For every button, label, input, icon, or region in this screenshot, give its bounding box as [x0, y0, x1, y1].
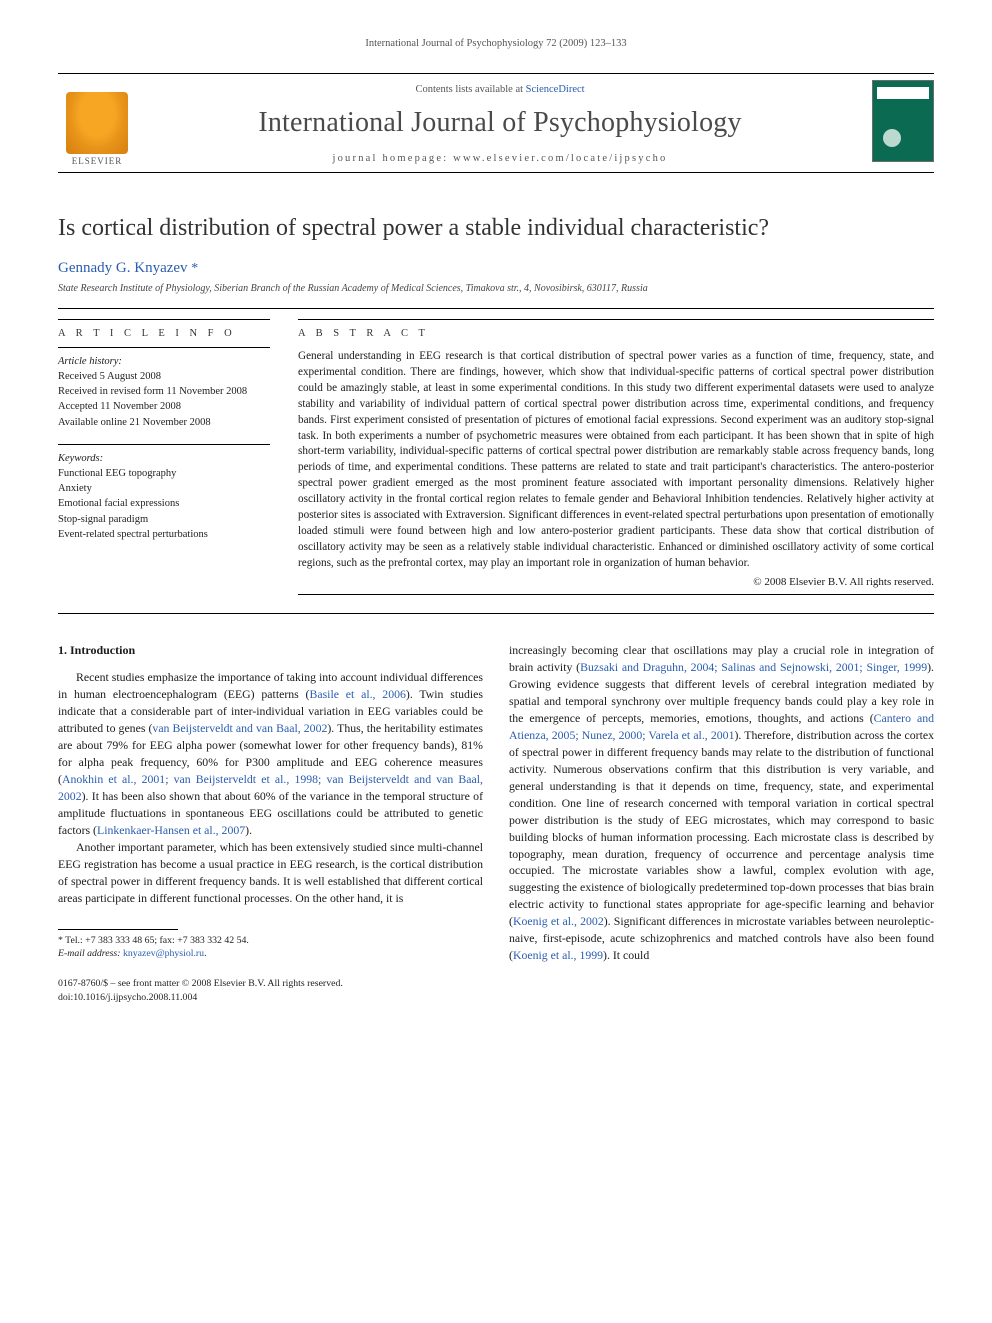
sciencedirect-link[interactable]: ScienceDirect	[526, 84, 585, 95]
email-label: E-mail address:	[58, 948, 123, 959]
keyword-item: Emotional facial expressions	[58, 496, 270, 511]
history-list: Received 5 August 2008 Received in revis…	[58, 369, 270, 430]
rule	[58, 308, 934, 309]
rule	[58, 347, 270, 348]
elsevier-label: ELSEVIER	[72, 156, 123, 166]
email-line: E-mail address: knyazev@physiol.ru.	[58, 947, 483, 961]
tel-label: * Tel.:	[58, 935, 85, 946]
body-paragraph: Another important parameter, which has b…	[58, 839, 483, 907]
article-history-block: Article history: Received 5 August 2008 …	[58, 356, 270, 430]
corresponding-contact: * Tel.: +7 383 333 48 65; fax: +7 383 33…	[58, 934, 483, 948]
homepage-prefix: journal homepage:	[332, 153, 453, 164]
tel-value: +7 383 333 48 65; fax: +7 383 332 42 54.	[85, 935, 249, 946]
history-item: Received in revised form 11 November 200…	[58, 384, 270, 399]
affiliation: State Research Institute of Physiology, …	[58, 283, 934, 294]
footnote-rule	[58, 929, 178, 930]
footnotes: * Tel.: +7 383 333 48 65; fax: +7 383 33…	[58, 934, 483, 961]
keywords-list: Functional EEG topography Anxiety Emotio…	[58, 466, 270, 542]
homepage-url: www.elsevier.com/locate/ijpsycho	[453, 153, 667, 164]
contents-prefix: Contents lists available at	[415, 84, 525, 95]
history-item: Available online 21 November 2008	[58, 415, 270, 430]
author-link[interactable]: Gennady G. Knyazev	[58, 260, 188, 276]
article-info-column: A R T I C L E I N F O Article history: R…	[58, 319, 270, 603]
keyword-item: Anxiety	[58, 481, 270, 496]
citation-link[interactable]: Cantero and Atienza, 2005; Nunez, 2000; …	[509, 711, 934, 742]
journal-page: International Journal of Psychophysiolog…	[0, 0, 992, 1053]
history-label: Article history:	[58, 356, 270, 367]
article-title: Is cortical distribution of spectral pow…	[58, 215, 934, 242]
rule	[58, 613, 934, 614]
journal-name: International Journal of Psychophysiolog…	[136, 107, 864, 139]
keyword-item: Functional EEG topography	[58, 466, 270, 481]
keyword-item: Event-related spectral perturbations	[58, 527, 270, 542]
section-heading: 1. Introduction	[58, 642, 483, 659]
citation-link[interactable]: Anokhin et al., 2001; van Beijsterveldt …	[58, 772, 483, 803]
citation-link[interactable]: Koenig et al., 2002	[513, 914, 604, 928]
citation-link[interactable]: Buzsaki and Draguhn, 2004; Salinas and S…	[580, 660, 927, 674]
corresponding-marker: *	[191, 261, 198, 276]
citation-link[interactable]: van Beijsterveldt and van Baal, 2002	[152, 721, 327, 735]
contents-line: Contents lists available at ScienceDirec…	[136, 84, 864, 95]
citation-link[interactable]: Koenig et al., 1999	[513, 948, 603, 962]
citation-link[interactable]: Basile et al., 2006	[309, 687, 405, 701]
journal-cover-icon	[872, 80, 934, 162]
body-column-left: 1. Introduction Recent studies emphasize…	[58, 642, 483, 1005]
issn-line: 0167-8760/$ – see front matter © 2008 El…	[58, 977, 483, 991]
rule	[298, 319, 934, 320]
email-suffix: .	[204, 948, 206, 959]
rule	[58, 444, 270, 445]
cover-thumbnail	[864, 74, 934, 172]
doi-line: doi:10.1016/j.ijpsycho.2008.11.004	[58, 991, 483, 1005]
history-item: Received 5 August 2008	[58, 369, 270, 384]
elsevier-logo: ELSEVIER	[58, 74, 136, 172]
citation-link[interactable]: Linkenkaer-Hansen et al., 2007	[97, 823, 245, 837]
abstract-column: A B S T R A C T General understanding in…	[298, 319, 934, 603]
rule	[298, 594, 934, 595]
homepage-line: journal homepage: www.elsevier.com/locat…	[136, 153, 864, 164]
abstract-text: General understanding in EEG research is…	[298, 349, 934, 572]
elsevier-tree-icon	[66, 92, 128, 154]
masthead: ELSEVIER Contents lists available at Sci…	[58, 74, 934, 173]
body-columns: 1. Introduction Recent studies emphasize…	[58, 642, 934, 1005]
copyright-line: © 2008 Elsevier B.V. All rights reserved…	[298, 576, 934, 588]
body-paragraph: increasingly becoming clear that oscilla…	[509, 642, 934, 965]
frontmatter: 0167-8760/$ – see front matter © 2008 El…	[58, 977, 483, 1004]
running-header: International Journal of Psychophysiolog…	[58, 38, 934, 49]
keyword-item: Stop-signal paradigm	[58, 512, 270, 527]
article-info-heading: A R T I C L E I N F O	[58, 328, 270, 339]
author-line: Gennady G. Knyazev *	[58, 260, 934, 277]
masthead-center: Contents lists available at ScienceDirec…	[136, 74, 864, 172]
history-item: Accepted 11 November 2008	[58, 399, 270, 414]
abstract-heading: A B S T R A C T	[298, 328, 934, 339]
rule	[58, 319, 270, 320]
email-link[interactable]: knyazev@physiol.ru	[123, 948, 204, 959]
body-column-right: increasingly becoming clear that oscilla…	[509, 642, 934, 1005]
keywords-block: Keywords: Functional EEG topography Anxi…	[58, 453, 270, 542]
body-paragraph: Recent studies emphasize the importance …	[58, 669, 483, 839]
info-abstract-row: A R T I C L E I N F O Article history: R…	[58, 319, 934, 603]
keywords-label: Keywords:	[58, 453, 270, 464]
